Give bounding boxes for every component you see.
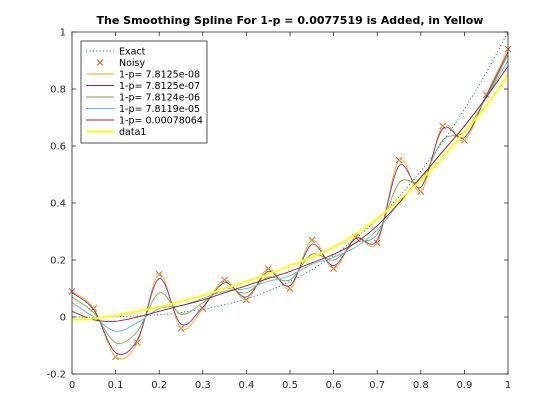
legend-label: 1-p= 7.8125e-07	[119, 81, 200, 92]
x-tick-label: 0.9	[456, 380, 472, 391]
series-line	[71, 54, 509, 344]
legend-entry: 1-p= 7.8125e-07	[86, 81, 200, 92]
legend-entry: data1	[86, 127, 146, 138]
series-3	[71, 51, 509, 355]
legend-label: data1	[119, 127, 146, 138]
series-line	[71, 51, 509, 355]
legend-entry: Exact	[86, 47, 146, 58]
legend-label: 1-p= 7.8125e-08	[119, 70, 200, 81]
legend-label: 1-p= 7.8119e-05	[119, 104, 200, 115]
series-layer	[68, 31, 512, 361]
y-tick-label: 0.4	[50, 199, 66, 210]
x-tick-label: 0.2	[151, 380, 167, 391]
x-tick-label: 0	[69, 380, 75, 391]
legend-label: Noisy	[119, 58, 146, 69]
y-tick-label: 0.2	[50, 256, 66, 267]
legend-entry: 1-p= 7.8119e-05	[86, 104, 200, 115]
x-tick-label: 0.5	[282, 380, 298, 391]
series-line	[71, 74, 509, 321]
series-4	[71, 54, 509, 344]
legend-label: 1-p= 0.00078064	[119, 116, 203, 127]
chart-title: The Smoothing Spline For 1-p = 0.0077519…	[97, 14, 484, 27]
x-tick-label: 1	[505, 380, 511, 391]
legend-entry: Noisy	[96, 58, 146, 69]
legend-box	[80, 40, 208, 144]
ticks-layer: 0 0.1 0.2 0.3 0.4 0.5 0.6 0.7 0.8 0.9 1-0.200.20.4…	[46, 28, 511, 392]
y-tick-label: -0.2	[46, 370, 66, 381]
legend-entry: 1-p= 0.00078064	[86, 116, 203, 127]
series-line	[71, 65, 509, 322]
legend-label: 1-p= 7.8124e-06	[119, 93, 200, 104]
y-tick-label: 0.6	[50, 142, 66, 153]
x-tick-label: 0.3	[195, 380, 211, 391]
x-tick-label: 0.8	[413, 380, 429, 391]
series-6	[71, 65, 509, 322]
x-tick-label: 0.4	[238, 380, 254, 391]
legend-entry: 1-p= 7.8124e-06	[86, 93, 200, 104]
series-7	[71, 74, 509, 321]
y-tick-label: 0	[60, 313, 66, 324]
x-tick-label: 0.7	[369, 380, 385, 391]
legend-entry: 1-p= 7.8125e-08	[86, 70, 200, 81]
y-tick-label: 0.8	[50, 85, 66, 96]
legend-label: Exact	[119, 47, 146, 58]
x-tick-label: 0.6	[326, 380, 342, 391]
legend-marker	[96, 59, 104, 66]
y-tick-label: 1	[60, 28, 66, 39]
x-tick-label: 0.1	[108, 380, 124, 391]
